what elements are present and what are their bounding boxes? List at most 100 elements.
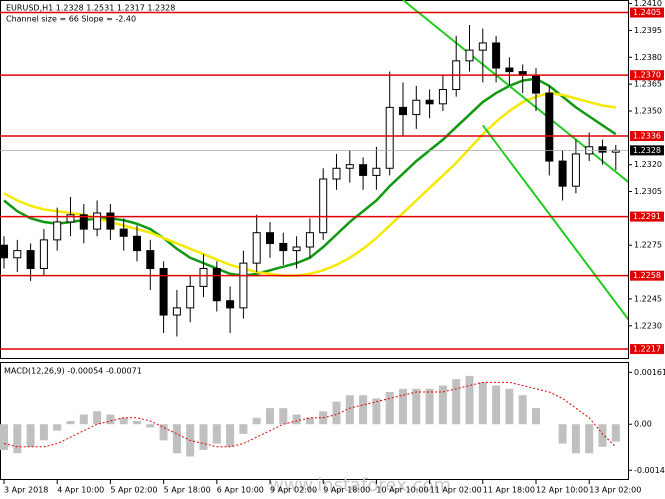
y-tick-label: 1.2410: [634, 0, 662, 8]
level-label: 1.2405: [633, 8, 661, 17]
candle-body: [119, 228, 128, 237]
candle-body: [345, 164, 354, 169]
macd-bar: [239, 424, 248, 434]
macd-signal: [3, 381, 617, 448]
macd-bar: [558, 424, 567, 444]
candle-body: [332, 167, 341, 180]
moving-average: [3, 91, 616, 277]
candle-body: [212, 268, 221, 302]
level-label: 1.2336: [633, 132, 661, 141]
candle-body: [13, 250, 22, 259]
macd-bar: [425, 388, 434, 425]
candle-body: [425, 99, 434, 105]
x-tick-label: 11 Apr 18:00: [483, 486, 535, 495]
chart-title: EURUSD,H1 1.2328 1.2531 1.2317 1.2328: [6, 4, 175, 13]
channel-line: [481, 124, 628, 321]
x-tick-label: 9 Apr 02:00: [270, 486, 317, 495]
current-price-box: [630, 145, 664, 156]
candle-body: [93, 212, 102, 230]
x-tick-label: 3 Apr 2018: [4, 486, 48, 495]
level-label: 1.2258: [633, 271, 661, 280]
candle-body: [492, 42, 501, 69]
macd-bar: [199, 424, 208, 450]
candle-body: [319, 178, 328, 234]
candle-body: [266, 232, 274, 244]
macd-tick-label: 0.00161: [634, 368, 665, 377]
macd-bar: [492, 385, 501, 425]
macd-bar: [159, 424, 168, 441]
candle-body: [26, 250, 35, 270]
macd-bar: [93, 411, 102, 425]
y-tick-label: 1.2230: [634, 321, 662, 330]
macd-bar: [305, 417, 314, 425]
x-tick-label: 9 Apr 18:00: [323, 486, 370, 495]
macd-bar: [146, 424, 155, 428]
level-label-box: [630, 131, 664, 142]
macd-bar: [438, 385, 447, 425]
candle-body: [172, 307, 181, 316]
macd-title: MACD(12,26,9) -0.00054 -0.00071: [4, 367, 142, 376]
macd-bar: [585, 424, 594, 454]
x-tick-label: 6 Apr 10:00: [217, 486, 264, 495]
macd-bar: [66, 421, 75, 425]
macd-bar: [39, 424, 48, 441]
y-tick-label: 1.2305: [634, 187, 662, 196]
macd-bar: [359, 395, 368, 425]
y-tick-label: 1.2275: [634, 241, 662, 250]
macd-bar: [478, 382, 487, 425]
macd-bar: [532, 408, 540, 425]
y-tick-label: 1.2245: [634, 294, 662, 303]
macd-bar: [518, 395, 527, 425]
macd-bar: [465, 375, 474, 425]
candle-body: [359, 164, 368, 176]
candle-body: [385, 106, 394, 169]
macd-bar: [0, 424, 8, 450]
candle-body: [545, 92, 554, 162]
macd-bar: [266, 408, 274, 425]
candle-body: [372, 167, 381, 176]
macd-bar: [252, 417, 261, 425]
candle-body: [0, 244, 8, 259]
macd-bar: [133, 421, 141, 425]
candle-body: [199, 268, 208, 287]
level-label-box: [630, 7, 664, 18]
macd-bar: [212, 424, 221, 444]
y-tick-label: 1.2365: [634, 80, 662, 89]
watermark: www.instaforex.com: [269, 475, 451, 496]
y-tick-label: 1.2380: [634, 53, 662, 62]
x-tick-label: 13 Apr 02:00: [589, 486, 641, 495]
macd-bar: [611, 424, 620, 442]
macd-bar: [452, 379, 461, 425]
candle-body: [159, 268, 168, 316]
macd-bar: [13, 424, 22, 454]
x-tick-label: 10 Apr 10:00: [376, 486, 428, 495]
candle-body: [558, 160, 567, 187]
main-frame: [0, 0, 629, 359]
chart-subtitle: Channel size = 66 Slope = -2.40: [6, 15, 136, 24]
macd-bar: [119, 417, 128, 425]
candle-body: [465, 49, 474, 62]
candle-body: [505, 67, 514, 73]
candle-body: [532, 74, 540, 94]
y-tick-label: 1.2395: [634, 26, 662, 35]
macd-bar: [292, 414, 301, 425]
candle-body: [571, 153, 580, 187]
x-tick-label: 12 Apr 10:00: [536, 486, 588, 495]
candle-body: [53, 221, 62, 241]
candle-body: [399, 106, 407, 116]
level-label-box: [630, 70, 664, 81]
macd-bar: [332, 401, 341, 425]
candle-body: [66, 214, 75, 223]
macd-bar: [399, 388, 407, 425]
candle-body: [412, 99, 421, 116]
macd-bar: [26, 424, 35, 447]
candle-body: [438, 89, 447, 105]
plot-area: [0, 0, 628, 337]
candle-body: [186, 285, 195, 309]
candle-body: [239, 262, 248, 309]
level-label-box: [630, 211, 664, 222]
x-tick-label: 5 Apr 18:00: [164, 486, 211, 495]
x-tick-label: 11 Apr 02:00: [430, 486, 482, 495]
